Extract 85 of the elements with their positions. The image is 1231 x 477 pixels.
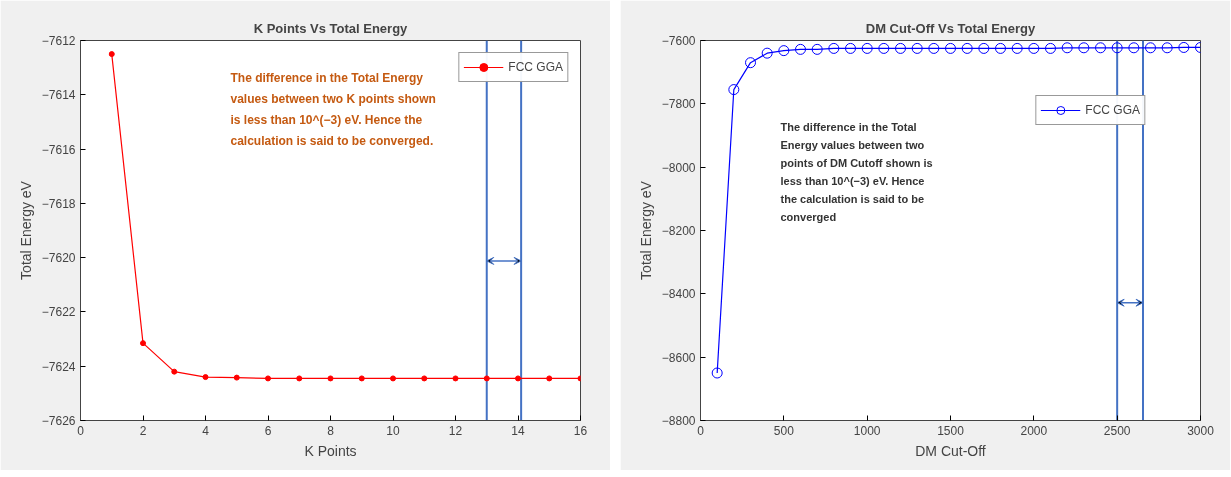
y-tick-label: −8800: [661, 414, 696, 428]
point: [745, 57, 756, 69]
chart-title: DM Cut-Off Vs Total Energy: [865, 20, 1037, 36]
point: [895, 42, 906, 54]
point: [390, 375, 396, 382]
y-axis-title: Total Energy eV: [17, 180, 34, 280]
point: [928, 42, 940, 54]
y-axis-title: Total Energy eV: [637, 180, 654, 280]
y-tick-label: −7800: [661, 97, 696, 112]
annotation: The difference in the Total Energy values between two K points shown is less than 10^(−3) eV. Hence the calculation is said to be converged.: [230, 70, 436, 148]
point: [1161, 42, 1173, 54]
x-tick-label: 3000: [1187, 423, 1215, 438]
x-tick-label: 14: [511, 423, 525, 438]
y-tick-label: −7600: [661, 34, 696, 48]
point: [1078, 42, 1090, 54]
point: [711, 367, 723, 379]
x-tick-label: 2500: [1103, 423, 1131, 438]
legend-label: FCC GGA: [1085, 103, 1140, 117]
y-tick-label: −7612: [41, 34, 76, 48]
point: [327, 375, 334, 382]
x-tick-label: 2: [139, 423, 147, 438]
y-tick-label: −8000: [661, 160, 696, 175]
point: [761, 47, 773, 59]
x-tick-label: 0: [77, 423, 85, 438]
point: [1095, 42, 1106, 54]
y-tick-label: −8400: [661, 287, 696, 302]
point: [945, 42, 956, 54]
y-tick-label: −7616: [41, 142, 76, 157]
y-tick-label: −7614: [41, 88, 76, 103]
point: [811, 43, 823, 55]
point: [1111, 42, 1123, 54]
y-tick-label: −7626: [41, 414, 76, 428]
point: [878, 42, 890, 54]
point: [911, 42, 923, 54]
y-tick-label: −8600: [661, 350, 696, 365]
point: [233, 374, 240, 381]
point: [515, 375, 521, 382]
point: [1145, 42, 1156, 54]
legend-label: FCC GGA: [508, 60, 563, 74]
point: [995, 42, 1006, 54]
point: [358, 375, 365, 382]
point: [1178, 41, 1190, 53]
point: [828, 42, 840, 54]
point: [265, 375, 271, 382]
x-tick-label: 500: [773, 423, 795, 438]
point: [795, 43, 806, 55]
y-tick-label: −7622: [41, 305, 76, 320]
point: [171, 368, 178, 375]
x-tick-label: 12: [448, 423, 463, 438]
point: [1028, 42, 1040, 54]
y-tick-label: −7618: [41, 196, 76, 211]
y-tick-label: −7620: [41, 251, 76, 266]
x-tick-label: 6: [264, 423, 272, 438]
annotation: The difference in the Total Energy values between two points of DM Cutoff shown is less than 10^(−3) eV. Hence the calculation is said to be converged: [780, 120, 933, 223]
x-tick-label: 2000: [1020, 423, 1048, 438]
point: [546, 375, 553, 382]
y-tick-label: −8200: [661, 224, 696, 238]
x-tick-label: 0: [697, 423, 705, 438]
chart-title: K Points Vs Total Energy: [253, 20, 409, 36]
point: [452, 375, 459, 382]
point: [861, 42, 873, 54]
point: [421, 375, 428, 382]
point: [1045, 42, 1056, 54]
x-tick-label: 1500: [937, 423, 965, 438]
point: [296, 375, 303, 382]
x-tick-label: 1000: [853, 423, 881, 438]
point: [778, 45, 790, 57]
y-tick-label: −7624: [41, 359, 76, 374]
point: [108, 51, 115, 58]
x-tick-label: 16: [573, 423, 588, 438]
point: [1011, 42, 1023, 54]
point: [1061, 42, 1073, 54]
x-tick-label: 8: [327, 423, 335, 438]
point: [202, 374, 209, 381]
point: [483, 375, 490, 382]
point: [728, 84, 740, 96]
point: [978, 42, 990, 54]
x-axis-title: K Points: [304, 442, 357, 459]
x-tick-label: 4: [202, 423, 210, 438]
point: [961, 42, 973, 54]
x-tick-label: 10: [386, 423, 400, 438]
x-axis-title: DM Cut-Off: [915, 442, 986, 459]
point: [140, 340, 146, 347]
point: [1128, 42, 1140, 54]
point: [845, 42, 856, 54]
